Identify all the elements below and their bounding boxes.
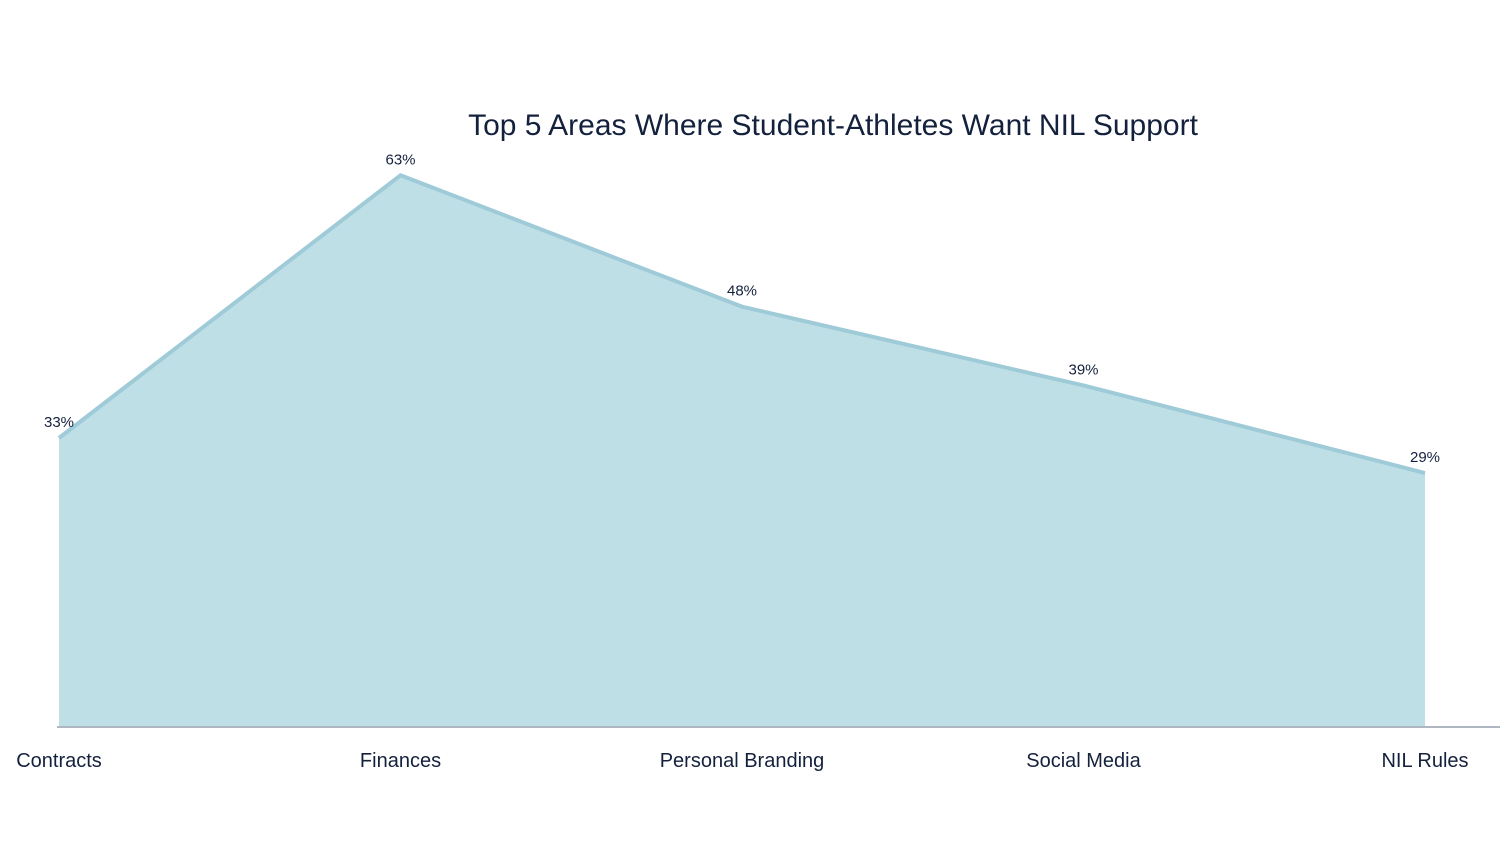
data-label: 33%	[44, 414, 74, 431]
series-line	[57, 173, 1426, 475]
x-tick-label: Social Media	[1026, 750, 1141, 772]
x-tick-label: Contracts	[16, 750, 102, 772]
chart-title: Top 5 Areas Where Student-Athletes Want …	[468, 109, 1198, 142]
data-labels: 33% 63% 48% 39% 29%	[44, 151, 1440, 466]
x-axis-tick-labels: Contracts Finances Personal Branding Social…	[16, 750, 1468, 772]
data-label: 29%	[1410, 449, 1440, 466]
area-fill	[59, 175, 1425, 728]
x-tick-label: Finances	[360, 750, 441, 772]
x-tick-label: Personal Branding	[660, 750, 825, 772]
data-label: 39%	[1068, 361, 1098, 378]
data-label: 48%	[727, 283, 757, 300]
x-tick-label: NIL Rules	[1381, 750, 1468, 772]
data-label: 63%	[385, 151, 415, 168]
